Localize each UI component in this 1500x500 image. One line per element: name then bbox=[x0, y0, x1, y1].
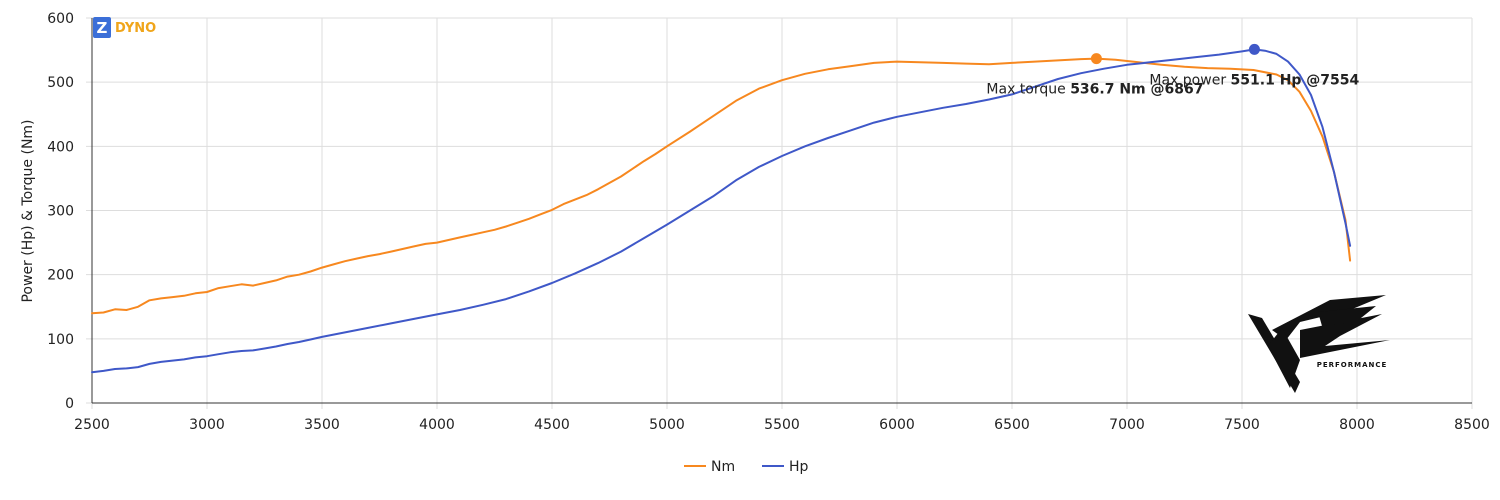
brand-name: DYNO bbox=[115, 21, 156, 36]
legend-item-nm[interactable]: Nm bbox=[684, 459, 735, 475]
x-tick-label: 6000 bbox=[879, 417, 915, 433]
axis-ticks: 2500 3000 3500 4000 4500 5000 5500 6000 6500 7000… bbox=[47, 11, 1490, 433]
annotation-hp: Max power 551.1 Hp @7554 bbox=[1149, 72, 1359, 88]
legend: Nm Hp bbox=[684, 459, 809, 475]
series-line-nm bbox=[91, 57, 1352, 315]
y-tick-label: 100 bbox=[47, 332, 74, 348]
max-markers bbox=[1090, 43, 1260, 65]
brand-badge-letter: Z bbox=[97, 19, 108, 37]
x-tick-label: 4500 bbox=[534, 417, 570, 433]
x-tick-label: 2500 bbox=[74, 417, 110, 433]
x-tick-label: 7500 bbox=[1224, 417, 1260, 433]
series-line-hp bbox=[91, 48, 1352, 374]
y-tick-label: 0 bbox=[65, 396, 74, 412]
y-tick-label: 500 bbox=[47, 75, 74, 91]
x-tick-label: 8500 bbox=[1454, 417, 1490, 433]
x-tick-label: 5500 bbox=[764, 417, 800, 433]
annotation-nm: Max torque 536.7 Nm @6867 bbox=[986, 82, 1203, 98]
vze-performance-logo: PERFORMANCE bbox=[1248, 295, 1390, 393]
watermark-text: PERFORMANCE bbox=[1317, 361, 1388, 369]
y-tick-label: 300 bbox=[47, 204, 74, 220]
x-tick-label: 7000 bbox=[1109, 417, 1145, 433]
y-axis-title: Power (Hp) & Torque (Nm) bbox=[20, 119, 36, 302]
max-marker-hp bbox=[1248, 43, 1260, 55]
x-tick-label: 6500 bbox=[994, 417, 1030, 433]
legend-label-hp: Hp bbox=[789, 459, 809, 475]
y-tick-label: 200 bbox=[47, 268, 74, 284]
grid-lines bbox=[86, 17, 1473, 409]
legend-label-nm: Nm bbox=[711, 459, 735, 475]
max-marker-nm bbox=[1090, 53, 1102, 65]
y-tick-label: 400 bbox=[47, 139, 74, 155]
brand-logo: Z DYNO bbox=[93, 17, 156, 38]
x-tick-label: 4000 bbox=[419, 417, 455, 433]
series-lines bbox=[91, 48, 1352, 374]
x-tick-label: 3000 bbox=[189, 417, 225, 433]
x-tick-label: 8000 bbox=[1339, 417, 1375, 433]
x-tick-label: 3500 bbox=[304, 417, 340, 433]
x-tick-label: 5000 bbox=[649, 417, 685, 433]
brand-badge bbox=[93, 17, 111, 38]
y-tick-label: 600 bbox=[47, 11, 74, 27]
legend-item-hp[interactable]: Hp bbox=[762, 459, 809, 475]
